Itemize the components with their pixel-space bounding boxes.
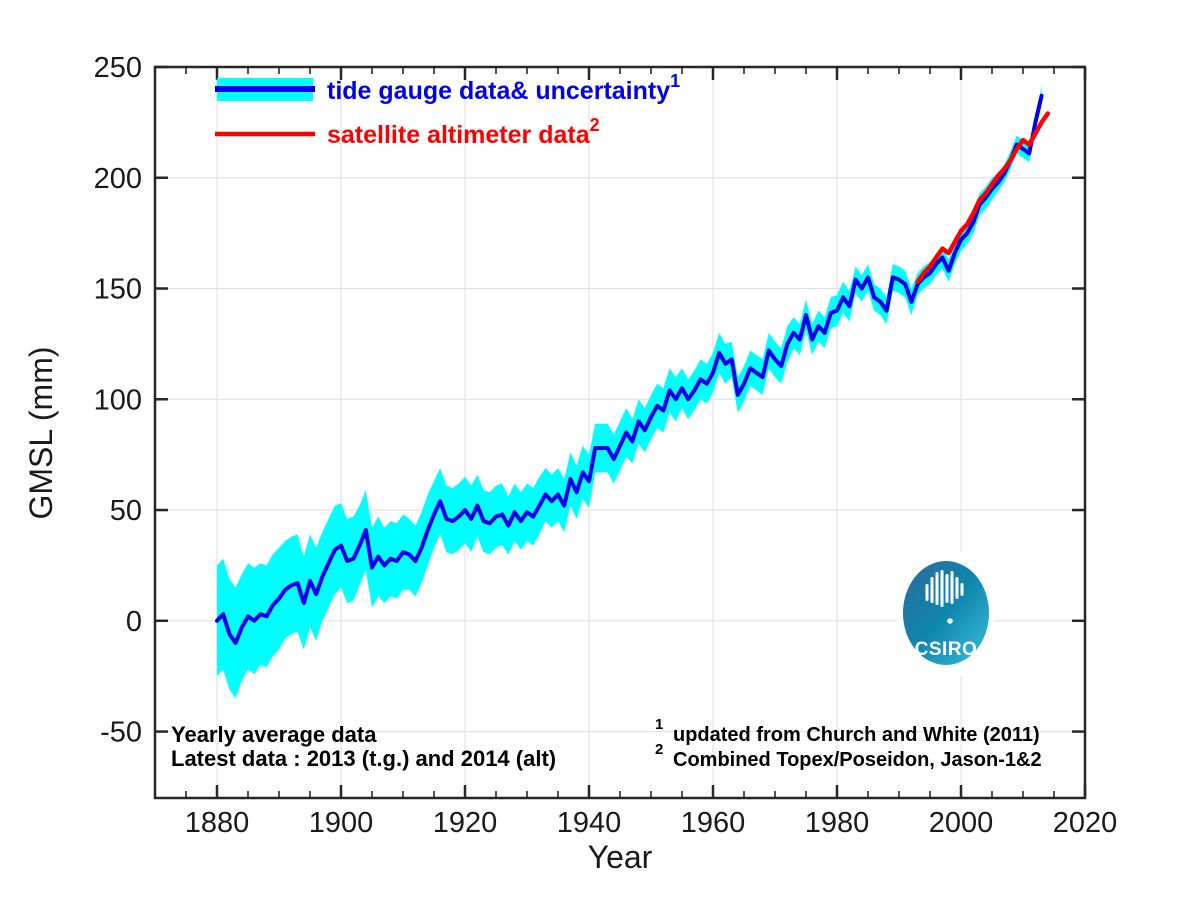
tide-gauge-line [215, 93, 1044, 645]
y-tick-label: 100 [94, 384, 142, 416]
y-tick-label: -50 [100, 717, 142, 749]
legend-tide-label: tide gauge data& uncertainty1 [327, 71, 680, 105]
x-tick-label: 1900 [309, 807, 374, 839]
x-tick-label: 2020 [1053, 807, 1118, 839]
gridlines [155, 66, 1086, 798]
x-tick-label: 1920 [433, 807, 498, 839]
x-tick-label: 2000 [929, 807, 994, 839]
data-lines [215, 93, 1051, 645]
footnotes: 1 updated from Church and White (2011) 2… [655, 716, 1042, 771]
footnote-1-sup: 1 [655, 716, 663, 733]
data-annotation: Yearly average data Latest data : 2013 (… [171, 722, 556, 771]
y-tick-label: 150 [94, 274, 142, 306]
y-axis-title: GMSL (mm) [23, 346, 59, 519]
x-tick-label: 1980 [805, 807, 870, 839]
y-tick-label: 50 [110, 495, 142, 527]
csiro-logo: CSIRO [897, 552, 994, 676]
footnote-2-sup: 2 [655, 741, 663, 758]
x-tick-label: 1880 [185, 807, 250, 839]
logo-ellipse [903, 561, 989, 665]
y-tick-label: 250 [94, 52, 142, 84]
satellite-altimeter-line [915, 111, 1051, 285]
x-axis-title: Year [588, 839, 653, 875]
legend: tide gauge data& uncertainty1 satellite … [215, 71, 680, 149]
annotation-line2: Latest data : 2013 (t.g.) and 2014 (alt) [171, 746, 556, 771]
y-tick-label: 0 [126, 606, 142, 638]
x-tick-label: 1940 [557, 807, 622, 839]
logo-text: CSIRO [915, 639, 978, 660]
y-tick-label: 200 [94, 163, 142, 195]
axis-ticks [154, 65, 1087, 798]
x-tick-label: 1960 [681, 807, 746, 839]
tick-labels: 1880 1900 1920 1940 1960 1980 2000 2020 -50 0 50 10… [94, 52, 1118, 839]
footnote-2-text: Combined Topex/Poseidon, Jason-1&2 [673, 749, 1042, 771]
annotation-line1: Yearly average data [171, 722, 377, 747]
legend-satellite-label: satellite altimeter data2 [327, 115, 600, 149]
logo-australia-bars-icon [925, 570, 964, 624]
footnote-1-text: updated from Church and White (2011) [673, 724, 1040, 746]
